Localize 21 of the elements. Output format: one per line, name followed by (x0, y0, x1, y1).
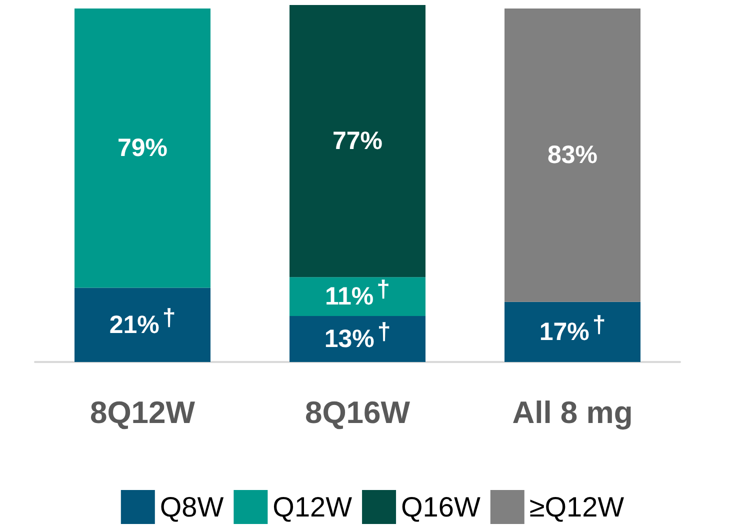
data-label: 21%† (109, 304, 176, 339)
bar (74, 288, 210, 362)
bar (504, 8, 640, 302)
x-tick-label: 8Q12W (90, 395, 196, 430)
data-label: 17%† (539, 311, 606, 346)
data-label: 11%† (324, 276, 390, 311)
bar (290, 316, 426, 362)
bar (290, 277, 426, 316)
legend-label: Q16W (401, 492, 481, 522)
x-tick-label: All 8 mg (512, 395, 633, 430)
data-label: 13%† (324, 318, 391, 354)
bar (290, 5, 426, 278)
data-label: 79% (117, 134, 168, 162)
x-tick-label: 8Q16W (304, 395, 411, 430)
legend-label: Q8W (160, 492, 224, 522)
legend-label: Q12W (272, 492, 353, 522)
bar (74, 8, 210, 288)
legend-label: ≥Q12W (529, 492, 625, 522)
data-label: 83% (547, 141, 598, 170)
data-label: 77% (332, 127, 383, 156)
bar (504, 302, 640, 362)
